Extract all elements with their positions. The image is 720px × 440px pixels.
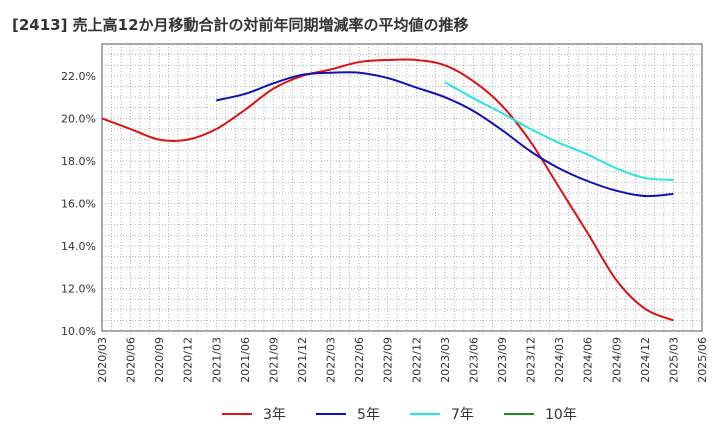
- x-tick-label: 2023/06: [467, 337, 480, 383]
- series-line-1: [216, 71, 674, 198]
- x-tick-label: 2020/09: [153, 337, 166, 383]
- series-lines: [101, 58, 674, 322]
- axes: 10.0% 12.0% 14.0% 16.0% 18.0% 20.0% 22.0% 2020/…: [61, 43, 709, 383]
- legend: 3年 5年 7年 10年: [222, 407, 577, 423]
- grid: [102, 44, 702, 331]
- x-tick-label: 2023/09: [496, 337, 509, 383]
- y-tick-label: 12.0%: [61, 282, 96, 295]
- y-tick-label: 10.0%: [61, 325, 96, 338]
- plot-area: [102, 44, 702, 331]
- x-tick-label: 2023/12: [525, 337, 538, 383]
- x-tick-label: 2025/06: [696, 337, 709, 383]
- y-tick-label: 20.0%: [61, 112, 96, 125]
- x-tick-label: 2022/09: [382, 337, 395, 383]
- x-tick-label: 2022/12: [410, 337, 423, 383]
- legend-label-3: 10年: [545, 407, 577, 423]
- x-tick-label: 2022/03: [325, 337, 338, 383]
- x-tick-label: 2020/06: [125, 337, 138, 383]
- x-tick-label: 2024/06: [582, 337, 595, 383]
- x-tick-label: 2020/12: [182, 337, 195, 383]
- y-tick-label: 18.0%: [61, 155, 96, 168]
- x-tick-label: 2021/03: [210, 337, 223, 383]
- x-tick-label: 2025/03: [667, 337, 680, 383]
- legend-label-1: 5年: [357, 407, 380, 423]
- y-tick-label: 22.0%: [61, 70, 96, 83]
- x-tick-label: 2021/06: [239, 337, 252, 383]
- plot-border: [101, 43, 703, 332]
- x-tick-label: 2021/09: [267, 337, 280, 383]
- series-line-2: [444, 81, 674, 182]
- x-tick-label: 2024/09: [610, 337, 623, 383]
- x-tick-label: 2021/12: [296, 337, 309, 383]
- x-tick-label: 2024/03: [553, 337, 566, 383]
- x-tick-label: 2022/06: [353, 337, 366, 383]
- x-tick-label: 2023/03: [439, 337, 452, 383]
- y-tick-label: 16.0%: [61, 197, 96, 210]
- x-tick-label: 2020/03: [96, 337, 109, 383]
- series-line-0: [101, 58, 674, 322]
- y-tick-label: 14.0%: [61, 240, 96, 253]
- legend-label-2: 7年: [451, 407, 474, 423]
- x-tick-label: 2024/12: [639, 337, 652, 383]
- legend-label-0: 3年: [263, 407, 286, 423]
- chart-title: [2413] 売上高12か月移動合計の対前年同期増減率の平均値の推移: [12, 16, 469, 34]
